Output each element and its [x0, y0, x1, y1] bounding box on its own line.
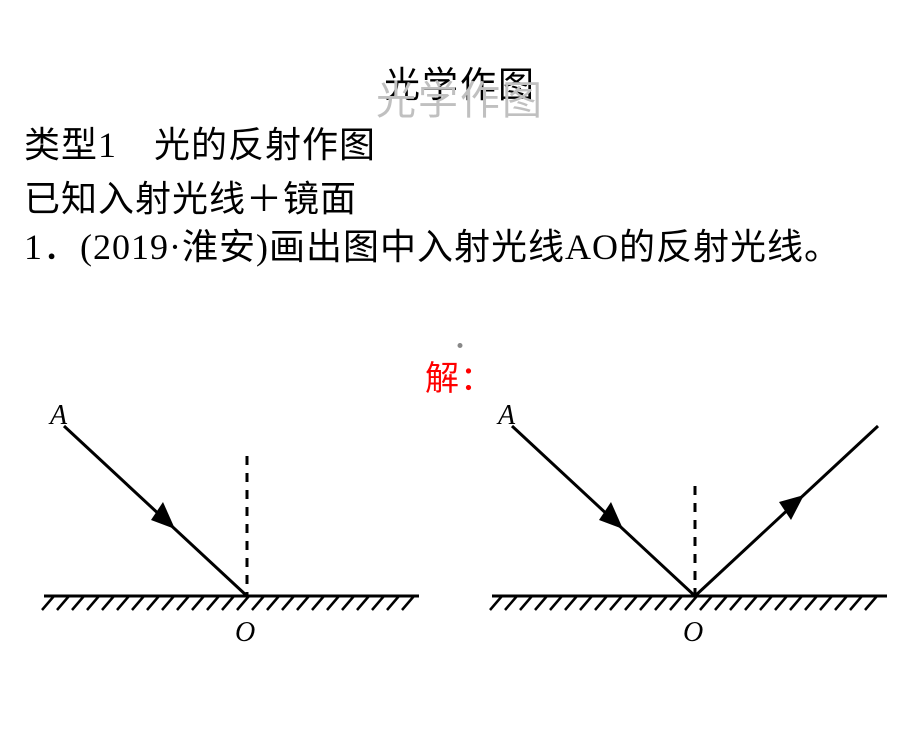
- reflection-diagram-solution: A O: [472, 396, 892, 656]
- incident-arrowhead: [151, 502, 175, 529]
- question-text: 1．(2019·淮安)画出图中入射光线AO的反射光线。: [24, 224, 896, 271]
- incident-ray: [64, 426, 247, 596]
- incident-ray: [512, 426, 695, 596]
- label-O: O: [683, 617, 703, 648]
- label-A: A: [48, 400, 68, 431]
- problem-diagram: A O: [24, 396, 424, 656]
- label-O: O: [235, 617, 255, 648]
- label-A: A: [496, 400, 516, 431]
- decorative-dot: [458, 343, 463, 348]
- mirror-hatching: [42, 596, 414, 610]
- solution-diagram: A O: [472, 396, 892, 656]
- given-condition: 已知入射光线＋镜面: [24, 170, 920, 222]
- answer-label: 解：: [425, 351, 495, 400]
- reflection-diagram-problem: A O: [24, 396, 424, 656]
- mirror-hatching: [490, 596, 877, 610]
- incident-arrowhead: [599, 502, 623, 529]
- watermark: 光学作图: [376, 68, 544, 126]
